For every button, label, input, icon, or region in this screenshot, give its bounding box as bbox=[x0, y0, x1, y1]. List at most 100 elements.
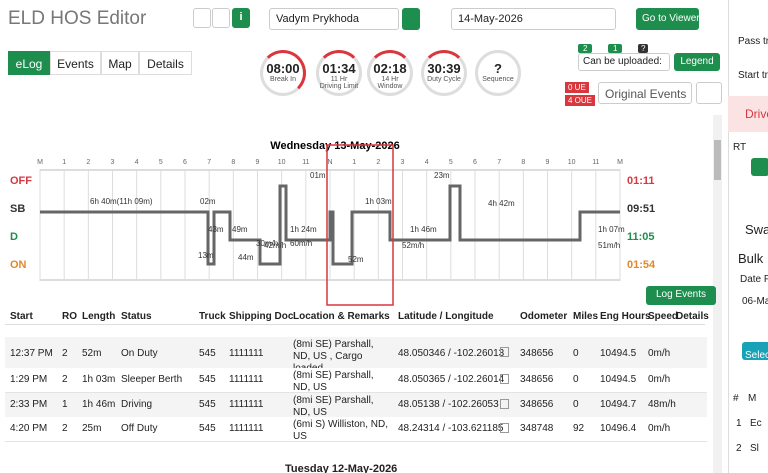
select-button[interactable] bbox=[742, 342, 768, 360]
highlight bbox=[326, 144, 394, 306]
side-panel bbox=[728, 0, 768, 473]
side-text: Swap bbox=[745, 222, 768, 237]
upload-select[interactable]: Can be uploaded: bbox=[578, 53, 670, 71]
cell: 12:37 PM bbox=[10, 348, 53, 359]
column-header: Length bbox=[82, 311, 116, 322]
hour-label: 8 bbox=[231, 159, 235, 166]
hour-label: 3 bbox=[111, 159, 115, 166]
row-total: 01:54 bbox=[627, 259, 656, 271]
icon-button[interactable] bbox=[193, 8, 211, 28]
events-select[interactable]: Original Events bbox=[598, 82, 692, 104]
copy-icon[interactable] bbox=[500, 423, 509, 433]
cell: 48.05138 / -102.26053 bbox=[398, 399, 499, 410]
table-line bbox=[5, 324, 705, 325]
cell: 0m/h bbox=[648, 423, 671, 434]
segment-label: 01m bbox=[310, 171, 326, 180]
oue-badge: 4 OUE bbox=[565, 95, 596, 106]
tab[interactable]: Map bbox=[101, 51, 139, 75]
row-label: OFF bbox=[10, 175, 32, 187]
cell: 0m/h bbox=[648, 348, 671, 359]
cell: 348656 bbox=[520, 399, 554, 410]
cell: 1111111 bbox=[229, 374, 264, 385]
badge: 1 bbox=[608, 44, 623, 53]
legend-button[interactable]: Legend bbox=[674, 53, 720, 71]
icon-button[interactable] bbox=[212, 8, 230, 28]
cell: 1:29 PM bbox=[10, 374, 48, 385]
next-day-title: Tuesday 12-May-2026 bbox=[285, 463, 398, 473]
hour-label: 4 bbox=[425, 159, 429, 166]
column-header: Location & Remarks bbox=[293, 311, 390, 322]
cell: 48.050365 / -102.26014 bbox=[398, 374, 505, 385]
tab[interactable]: Events bbox=[50, 51, 101, 75]
hour-label: 11 bbox=[302, 159, 309, 166]
row-label: D bbox=[10, 231, 18, 243]
segment-label: 02m bbox=[200, 197, 216, 206]
side-text: Drive bbox=[745, 107, 768, 121]
cell: 1111111 bbox=[229, 348, 264, 359]
column-header: Latitude / Longitude bbox=[398, 311, 494, 322]
settings-button[interactable] bbox=[696, 82, 722, 104]
cell: 25m bbox=[82, 423, 102, 434]
segment-label: 60m/h bbox=[290, 239, 312, 248]
side-text: RT bbox=[733, 142, 747, 153]
hour-label: 10 bbox=[278, 159, 286, 166]
gauge: 02:18 14 Hr Window bbox=[367, 50, 413, 96]
add-button[interactable] bbox=[751, 158, 768, 176]
cell: 545 bbox=[199, 348, 216, 359]
row-label: SB bbox=[10, 203, 25, 215]
gauge-label: 11 Hr Driving Limit bbox=[319, 76, 359, 90]
alert-box bbox=[728, 96, 768, 132]
side-text: Ec bbox=[750, 418, 762, 429]
info-button[interactable]: i bbox=[232, 8, 250, 28]
copy-icon[interactable] bbox=[500, 347, 509, 357]
cell: Sleeper Berth bbox=[121, 374, 183, 385]
hour-label: 6 bbox=[473, 159, 477, 166]
gauge-value: 08:00 bbox=[266, 61, 300, 76]
copy-icon[interactable] bbox=[500, 399, 509, 409]
column-header: Details bbox=[676, 311, 709, 322]
segment-label: 6h 40m(11h 09m) bbox=[90, 197, 153, 206]
cell: 1 bbox=[62, 399, 68, 410]
gauge-value: 02:18 bbox=[373, 61, 407, 76]
copy-icon[interactable] bbox=[500, 374, 509, 384]
cell: 48.050346 / -102.26013 bbox=[398, 348, 505, 359]
cell: 1111111 bbox=[229, 399, 264, 410]
segment-label: 4h 42m bbox=[488, 199, 515, 208]
gauge-label: Break In bbox=[269, 76, 297, 83]
hour-label: 1 bbox=[62, 159, 66, 166]
segment-label: 1h 46m bbox=[410, 225, 437, 234]
table-row bbox=[5, 417, 707, 442]
cell: 10494.7 bbox=[600, 399, 637, 410]
hour-label: 3 bbox=[401, 159, 405, 166]
scroll-thumb[interactable] bbox=[714, 140, 721, 180]
side-text: Date F bbox=[740, 274, 768, 285]
column-header: RO bbox=[62, 311, 77, 322]
app-title: ELD HOS Editor bbox=[8, 8, 147, 29]
cell: 10494.5 bbox=[600, 348, 637, 359]
side-text: Bulk bbox=[738, 251, 764, 266]
hour-label: M bbox=[37, 159, 43, 166]
driver-button[interactable] bbox=[402, 8, 420, 30]
cell: 48.24314 / -103.621185 bbox=[398, 423, 504, 434]
segment-label: 1h 03m bbox=[365, 197, 392, 206]
ue-badge: 0 UE bbox=[565, 82, 589, 93]
column-header: Start bbox=[10, 311, 33, 322]
column-header: Eng Hours bbox=[600, 311, 651, 322]
hour-label: 2 bbox=[86, 159, 90, 166]
gauge-value: ? bbox=[494, 61, 502, 76]
scrollbar[interactable] bbox=[713, 115, 722, 473]
cell: 348656 bbox=[520, 348, 554, 359]
tab[interactable]: Details bbox=[139, 51, 192, 75]
hour-label: 9 bbox=[256, 159, 260, 166]
segment-label: 23m bbox=[434, 171, 450, 180]
viewer-button[interactable]: Go to Viewer bbox=[636, 8, 700, 30]
cell: 0m/h bbox=[648, 374, 671, 385]
driver-select[interactable]: Vadym Prykhoda bbox=[269, 8, 399, 30]
log-events-button[interactable]: Log Events bbox=[646, 286, 716, 305]
tab[interactable]: eLog bbox=[8, 51, 50, 75]
segment-label: 51m/h bbox=[598, 241, 620, 250]
cell: (8mi SE) Parshall, ND, US bbox=[293, 370, 374, 393]
side-text: 2 bbox=[736, 443, 742, 454]
date-input[interactable]: 14-May-2026 bbox=[451, 8, 616, 30]
